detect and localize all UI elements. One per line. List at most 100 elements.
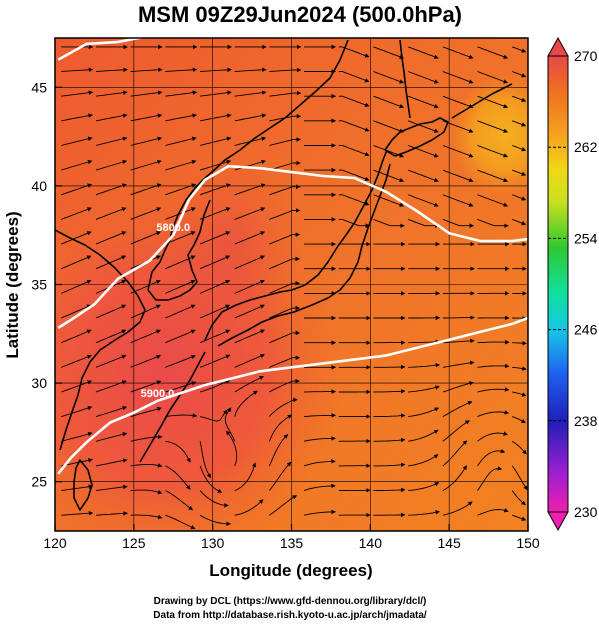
streamline: [269, 256, 301, 270]
streamline: [199, 409, 228, 422]
streamline: [442, 46, 474, 59]
streamline: [130, 489, 163, 495]
streamline: [269, 137, 301, 146]
streamline: [477, 145, 509, 158]
streamline: [234, 207, 266, 220]
streamline: [225, 430, 238, 467]
streamline: [165, 183, 197, 196]
streamline: [165, 231, 196, 245]
y-tick-label: 40: [31, 178, 47, 194]
streamline: [130, 136, 163, 146]
colorbar-min-arrow: [547, 511, 569, 532]
streamline: [165, 381, 197, 393]
streamline: [408, 169, 439, 183]
korea-south-coastline: [147, 199, 211, 301]
streamline: [95, 406, 128, 418]
streamline: [165, 279, 196, 294]
streamline: [61, 136, 93, 146]
streamline: [95, 329, 127, 344]
streamline: [199, 354, 231, 368]
streamline: [234, 231, 266, 245]
streamline: [130, 406, 162, 418]
streamline: [338, 95, 370, 107]
streamline: [234, 390, 258, 417]
streamline: [130, 463, 163, 468]
streamline: [512, 218, 527, 226]
streamline: [234, 90, 267, 97]
streamline: [165, 159, 197, 171]
streamline: [408, 339, 441, 345]
streamline: [95, 432, 128, 442]
streamline: [61, 354, 92, 368]
streamline: [373, 95, 405, 109]
streamline: [408, 407, 440, 418]
streamline: [477, 508, 509, 516]
x-tick-label: 150: [516, 535, 540, 551]
streamline: [477, 431, 509, 442]
streamline: [408, 95, 439, 109]
streamline: [61, 231, 92, 245]
streamline: [61, 484, 94, 492]
contour-line: [57, 164, 528, 330]
streamline: [234, 183, 266, 196]
streamline: [303, 509, 336, 516]
streamline: [95, 354, 127, 368]
y-tick-label: 35: [31, 277, 47, 293]
streamline: [130, 159, 162, 171]
streamline: [373, 437, 406, 443]
streamline: [234, 159, 266, 171]
streamline: [130, 231, 161, 245]
streamline: [269, 461, 292, 491]
streamline: [199, 255, 231, 270]
streamline: [234, 375, 265, 393]
streamline: [165, 440, 191, 463]
streamline: [477, 363, 510, 369]
streamline: [61, 510, 94, 516]
streamline: [477, 339, 510, 345]
streamline: [165, 255, 196, 270]
streamline: [165, 136, 197, 146]
streamline: [269, 305, 301, 319]
coastlines: [55, 39, 513, 511]
streamline: [477, 218, 509, 228]
streamline: [338, 46, 370, 58]
colorbar-max-arrow: [547, 36, 569, 57]
chart-title: MSM 09Z29Jun2024 (500.0hPa): [138, 2, 462, 27]
streamline: [477, 169, 509, 183]
streamline: [199, 514, 231, 527]
kuril-islands: [451, 83, 513, 119]
streamline: [130, 434, 163, 442]
streamline: [234, 255, 265, 270]
streamline: [269, 281, 301, 294]
streamline: [130, 183, 162, 196]
grid-lines: [55, 38, 528, 531]
x-tick-label: 145: [437, 535, 461, 551]
streamline: [408, 385, 440, 393]
streamline: [199, 136, 232, 146]
streamline: [199, 329, 231, 344]
streamline: [408, 363, 441, 368]
streamline: [95, 380, 127, 393]
streamline: [234, 462, 257, 492]
streamline: [442, 360, 475, 368]
contour-label: 5700.0: [101, 29, 135, 41]
hokkaido-coastline: [384, 117, 449, 157]
streamline: [373, 389, 406, 394]
streamline: [200, 67, 232, 73]
streamline: [130, 329, 161, 344]
streamline: [199, 441, 211, 479]
streamline: [200, 90, 232, 97]
streamline: [95, 458, 128, 467]
streamline: [512, 340, 527, 346]
streamline: [199, 465, 223, 493]
streamline: [165, 354, 196, 368]
y-axis-ticks: 25 30 35 40 45: [31, 79, 62, 490]
streamline: [234, 67, 267, 73]
streamline: [165, 90, 198, 97]
streamline: [408, 46, 439, 59]
streamline: [512, 95, 527, 102]
streamline: [165, 329, 196, 344]
streamline: [269, 67, 302, 73]
streamline: [165, 207, 196, 220]
